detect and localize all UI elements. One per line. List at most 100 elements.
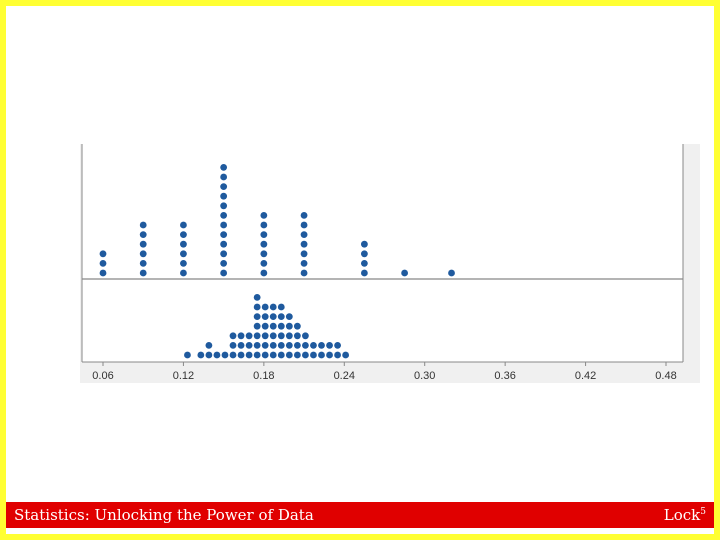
- top-panel-dot: [220, 212, 228, 219]
- top-panel-dot: [180, 269, 187, 277]
- bottom-panel-dot: [326, 342, 333, 349]
- top-panel-dot: [180, 231, 187, 239]
- bottom-panel-dot: [245, 342, 253, 349]
- bottom-panel-dot: [213, 351, 221, 359]
- bottom-panel-dot: [229, 351, 237, 359]
- bottom-panel-dot: [245, 351, 253, 359]
- bottom-panel-dot: [277, 332, 285, 340]
- bottom-panel-dot: [293, 342, 301, 349]
- bottom-panel-dot: [285, 332, 293, 340]
- bottom-panel-dot: [269, 342, 277, 349]
- bottom-panel-dot: [334, 351, 341, 359]
- bottom-panel-dot: [293, 351, 301, 359]
- top-panel-dot: [300, 231, 308, 239]
- bottom-panel-dot: [293, 322, 301, 330]
- top-panel-dot: [260, 212, 268, 219]
- x-tick-label: 0.30: [414, 370, 435, 382]
- x-tick-label: 0.18: [253, 370, 274, 382]
- bottom-panel-dot: [253, 332, 261, 340]
- top-panel-dot: [300, 240, 308, 248]
- bottom-panel-dot: [310, 351, 317, 359]
- top-panel-dot: [180, 260, 187, 267]
- bottom-panel-dot: [285, 322, 293, 330]
- footer-author-name: Lock: [663, 506, 701, 524]
- bottom-panel-dot: [269, 332, 277, 340]
- top-panel-dot: [139, 240, 147, 248]
- bottom-panel-dot: [318, 351, 325, 359]
- bottom-panel-dot: [269, 351, 277, 359]
- top-panel-dot: [220, 231, 228, 239]
- bottom-panel-dot: [245, 332, 253, 340]
- top-panel-dot: [260, 231, 268, 239]
- top-panel-dot: [180, 250, 187, 258]
- top-panel-dot: [300, 212, 308, 219]
- bottom-panel-dot: [253, 342, 261, 349]
- bottom-panel-dot: [261, 332, 269, 340]
- bottom-panel-dot: [285, 342, 293, 349]
- bottom-panel-dot: [261, 351, 269, 359]
- top-panel-dot: [139, 250, 147, 258]
- top-panel-dot: [220, 202, 228, 210]
- bottom-panel-dot: [184, 351, 191, 359]
- bottom-panel-dot: [261, 322, 269, 330]
- top-panel-dot: [139, 221, 147, 229]
- dot-plot-chart: 0.06 0.12 0.18 0.24 0.30 0.36 0.42 0.48: [80, 144, 700, 383]
- bottom-panel-dot: [237, 332, 245, 340]
- top-panel-dot: [220, 240, 228, 248]
- bottom-panel-dot: [277, 313, 285, 320]
- bottom-panel-dot: [285, 351, 293, 359]
- footer-bar: Statistics: Unlocking the Power of Data …: [6, 502, 714, 528]
- bottom-panel-dot: [253, 303, 261, 311]
- bottom-panel-dot: [285, 313, 293, 320]
- bottom-panel-dot: [277, 322, 285, 330]
- top-panel-dot: [139, 269, 147, 277]
- bottom-panel-dot: [229, 332, 237, 340]
- top-panel-dot: [220, 250, 228, 258]
- bottom-panel-dot: [221, 351, 229, 359]
- top-panel-dot: [448, 269, 455, 277]
- top-panel-dot: [360, 269, 368, 277]
- top-panel-dot: [220, 164, 228, 171]
- top-panel-dot: [300, 221, 308, 229]
- bottom-panel-dot: [237, 351, 245, 359]
- x-tick-label: 0.42: [575, 370, 596, 382]
- top-panel-dot: [220, 192, 228, 200]
- bottom-panel-dot: [326, 351, 333, 359]
- top-panel-dot: [300, 260, 308, 267]
- bottom-panel-dot: [261, 313, 269, 320]
- bottom-panel-dot: [253, 313, 261, 320]
- top-panel-dot: [260, 240, 268, 248]
- x-tick-label: 0.36: [494, 370, 515, 382]
- bottom-panel-dot: [269, 313, 277, 320]
- bottom-panel-dot: [302, 332, 309, 340]
- footer-title: Statistics: Unlocking the Power of Data: [14, 506, 314, 524]
- top-panel-dot: [180, 240, 187, 248]
- top-panel-dot: [260, 221, 268, 229]
- top-panel-dot: [401, 269, 409, 277]
- top-panel-dot: [360, 250, 368, 258]
- bottom-panel-dot: [318, 342, 325, 349]
- bottom-panel-dot: [269, 303, 277, 311]
- footer-author: Lock5: [664, 506, 706, 524]
- top-panel-dot: [99, 260, 107, 267]
- top-panel-dot: [220, 221, 228, 229]
- bottom-panel-dot: [261, 303, 269, 311]
- top-panel-dot: [139, 260, 147, 267]
- bottom-panel-dot: [229, 342, 237, 349]
- x-tick-label: 0.24: [334, 370, 355, 382]
- top-panel-dot: [360, 260, 368, 267]
- bottom-panel-dot: [237, 342, 245, 349]
- top-panel-dot: [220, 260, 228, 267]
- top-panel-dot: [300, 250, 308, 258]
- x-tick-label: 0.06: [92, 370, 113, 382]
- bottom-panel-dot: [277, 342, 285, 349]
- bottom-panel-dot: [269, 322, 277, 330]
- bottom-panel-dot: [253, 351, 261, 359]
- top-panel-dot: [99, 250, 107, 258]
- top-panel-dot: [360, 240, 368, 248]
- bottom-panel-dot: [261, 342, 269, 349]
- top-panel-dot: [99, 269, 107, 277]
- top-panel-dot: [220, 173, 228, 181]
- footer-author-superscript: 5: [700, 507, 706, 517]
